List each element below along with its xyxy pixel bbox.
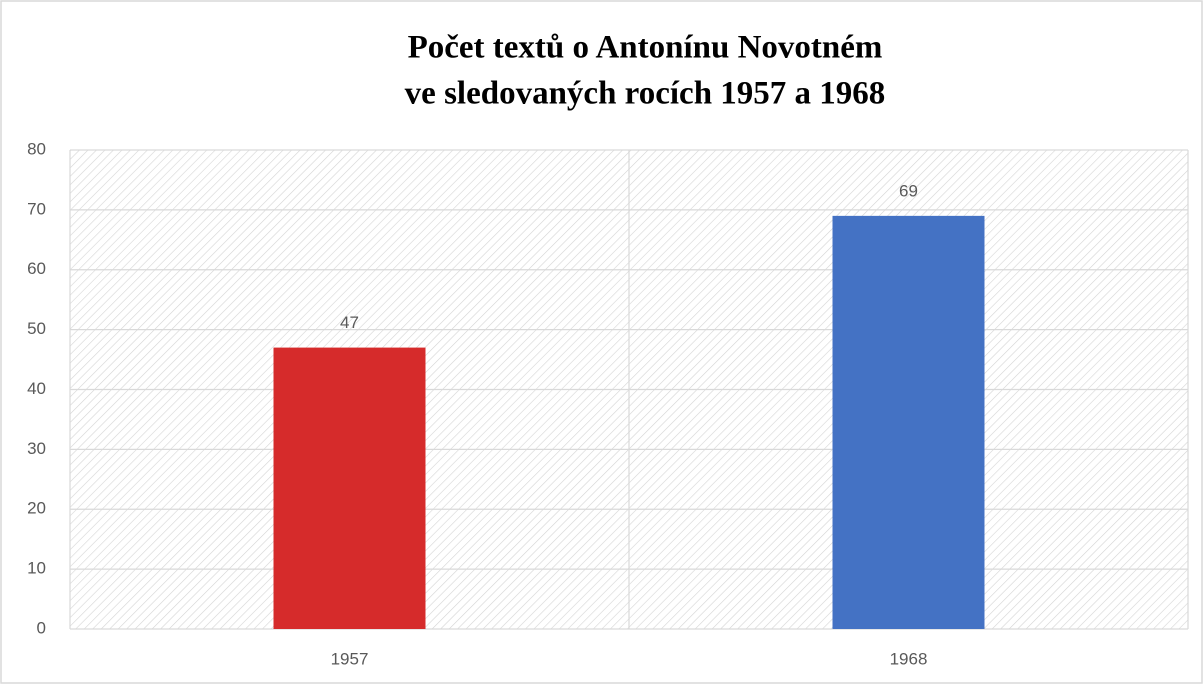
- x-tick-label: 1957: [331, 649, 369, 668]
- y-tick-label: 0: [37, 618, 46, 637]
- x-tick-label: 1968: [890, 649, 928, 668]
- data-label: 69: [899, 181, 918, 200]
- y-tick-label: 80: [27, 139, 46, 158]
- y-tick-label: 30: [27, 439, 46, 458]
- y-tick-label: 70: [27, 199, 46, 218]
- y-tick-label: 40: [27, 379, 46, 398]
- y-tick-label: 60: [27, 259, 46, 278]
- bar: [273, 347, 426, 629]
- y-tick-label: 50: [27, 319, 46, 338]
- chart-title: Počet textů o Antonínu Novotném: [408, 30, 883, 66]
- chart-title: ve sledovaných rocích 1957 a 1968: [405, 76, 886, 112]
- bar: [832, 215, 985, 630]
- y-tick-label: 10: [27, 559, 46, 578]
- data-label: 47: [340, 313, 359, 332]
- y-tick-label: 20: [27, 499, 46, 518]
